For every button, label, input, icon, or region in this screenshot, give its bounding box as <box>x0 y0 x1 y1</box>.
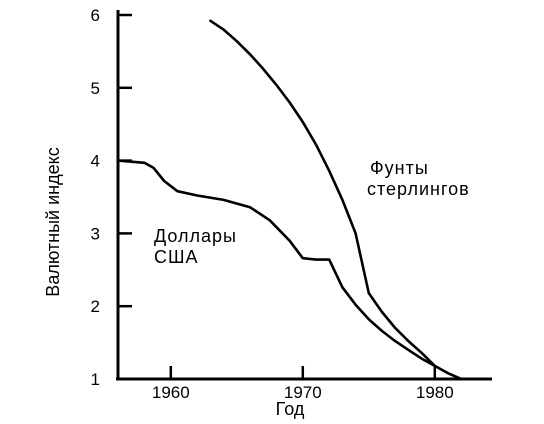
x-tick-label-1960: 1960 <box>152 383 190 402</box>
y-tick-label-5: 5 <box>91 79 100 98</box>
x-tick-label-1970: 1970 <box>284 383 322 402</box>
series-label-dollars: Доллары США <box>154 226 237 267</box>
y-tick-label-3: 3 <box>91 224 100 243</box>
x-tick-label-1980: 1980 <box>416 383 454 402</box>
y-tick-label-4: 4 <box>91 152 100 171</box>
series-label-pounds-line1: Фунты <box>370 158 429 178</box>
series-label-pounds-line2: стерлингов <box>367 179 470 199</box>
x-ticks: 1960 1970 1980 <box>152 366 454 402</box>
x-axis-label: Год <box>276 399 305 419</box>
series-label-dollars-line1: Доллары <box>154 226 237 246</box>
y-axis-label: Валютный индекс <box>43 147 63 296</box>
y-tick-label-6: 6 <box>91 6 100 25</box>
y-tick-label-2: 2 <box>91 297 100 316</box>
series-label-dollars-line2: США <box>154 247 199 267</box>
series-label-pounds: Фунты стерлингов <box>367 158 470 199</box>
y-ticks: 1 2 3 4 5 6 <box>91 6 132 389</box>
series-line-dollars <box>116 159 463 381</box>
y-tick-label-1: 1 <box>91 370 100 389</box>
series-line-pounds <box>209 19 437 368</box>
series-lines <box>116 19 463 381</box>
